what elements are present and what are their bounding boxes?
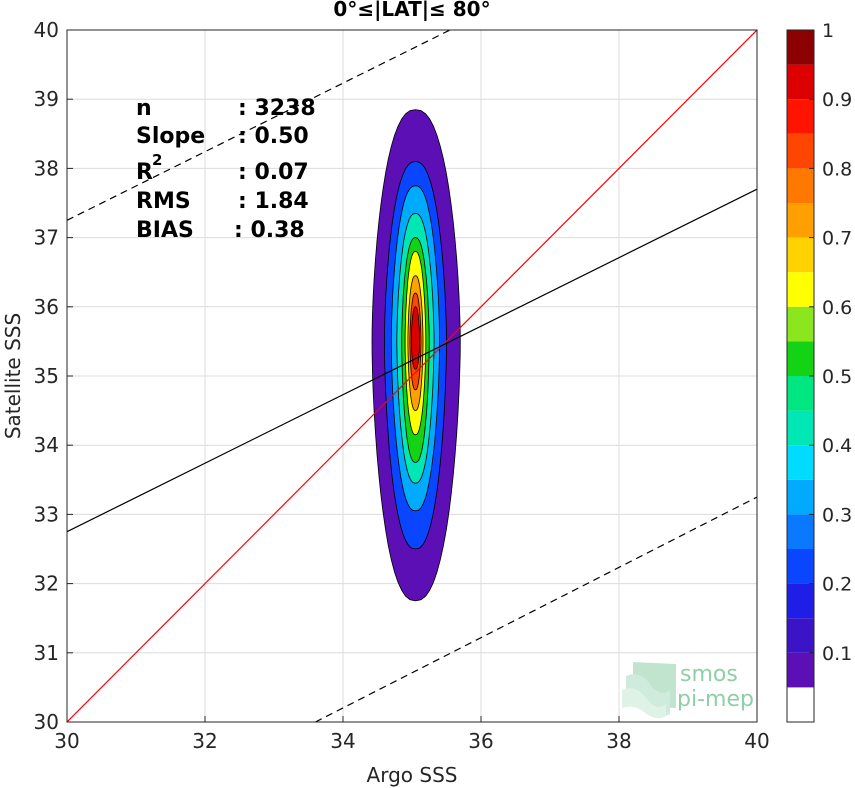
logo-text-smos: smos <box>680 662 738 687</box>
stat-slope-value: : 0.50 <box>238 124 309 149</box>
colorbar-tick-label: 0.4 <box>822 435 852 457</box>
stat-n-value: : 3238 <box>238 96 316 121</box>
colorbar-segment <box>787 410 814 446</box>
stat-n-label: n <box>136 96 152 121</box>
colorbar-tick-label: 0.7 <box>822 228 852 250</box>
y-tick-label: 34 <box>34 433 59 457</box>
one-to-one-line <box>67 30 757 722</box>
density-contours <box>371 109 461 602</box>
stat-rms-value: : 1.84 <box>238 189 309 214</box>
colorbar-segment <box>787 99 814 134</box>
y-tick-label: 35 <box>34 364 59 388</box>
stat-bias-label: BIAS <box>136 218 194 243</box>
colorbar-tick-label: 0.1 <box>822 643 852 665</box>
colorbar-segment <box>787 514 814 549</box>
reference-lines <box>67 30 757 722</box>
colorbar-segment <box>787 341 814 376</box>
x-tick-label: 38 <box>606 729 631 753</box>
colorbar-segment <box>787 583 814 619</box>
colorbar-segment <box>787 687 814 722</box>
colorbar-segment <box>787 203 814 238</box>
colorbar-ticks: 0.1 0.2 0.3 0.4 0.5 0.6 0.7 0.8 0.9 1 <box>809 20 852 665</box>
x-tick-label: 30 <box>54 729 79 753</box>
stat-r2-label: R <box>136 160 153 185</box>
y-tick-label: 33 <box>34 502 59 526</box>
colorbar-tick-label: 0.9 <box>822 89 852 111</box>
colorbar-segment <box>787 618 814 653</box>
colorbar-tick-label: 1 <box>822 20 834 42</box>
colorbar-segment <box>787 479 814 515</box>
x-axis-label: Argo SSS <box>367 763 458 787</box>
stat-r2-value: : 0.07 <box>238 160 309 185</box>
stat-slope-label: Slope <box>136 124 205 149</box>
regression-line <box>67 188 757 533</box>
density-contour-level <box>410 306 420 370</box>
colorbar-segment <box>787 445 814 480</box>
y-tick-label: 38 <box>34 156 59 180</box>
x-tick-label: 34 <box>330 729 355 753</box>
colorbar-segment <box>787 306 814 342</box>
colorbar-tick-label: 0.6 <box>822 297 852 319</box>
colorbar-tick-label: 0.3 <box>822 504 852 526</box>
colorbar-segment <box>787 168 814 203</box>
y-ticks: 30 31 32 33 34 35 36 37 38 39 40 <box>34 18 73 734</box>
y-tick-label: 30 <box>34 710 59 734</box>
y-tick-label: 37 <box>34 226 59 250</box>
stat-bias-value: : 0.38 <box>234 218 305 243</box>
y-tick-label: 39 <box>34 87 59 111</box>
colorbar-segment <box>787 376 814 411</box>
logo: smos pi-mep <box>622 662 754 719</box>
stat-r2-superscript: 2 <box>152 151 162 169</box>
colorbar-segment <box>787 237 814 273</box>
logo-text-pi-mep: pi-mep <box>677 687 754 712</box>
y-tick-label: 32 <box>34 572 59 596</box>
x-tick-label: 36 <box>468 729 493 753</box>
y-tick-label: 40 <box>34 18 59 42</box>
x-tick-label: 40 <box>744 729 769 753</box>
colorbar-tick-label: 0.2 <box>822 574 852 596</box>
stat-rms-label: RMS <box>136 189 191 214</box>
colorbar-segment <box>787 30 814 65</box>
y-axis-label: Satellite SSS <box>1 313 25 439</box>
colorbar-segment <box>787 133 814 169</box>
colorbar-tick-label: 0.5 <box>822 366 852 388</box>
colorbar-tick-label: 0.8 <box>822 158 852 180</box>
chart-title: 0°≤|LAT|≤ 80° <box>333 0 490 21</box>
x-tick-label: 32 <box>192 729 217 753</box>
colorbar <box>786 29 815 723</box>
colorbar-segment <box>787 272 814 307</box>
colorbar-segment <box>787 652 814 688</box>
lower-bound-line <box>315 496 757 722</box>
stats-box: n : 3238 Slope : 0.50 R 2 : 0.07 RMS : 1… <box>136 96 316 243</box>
y-tick-label: 36 <box>34 295 59 319</box>
colorbar-segment <box>787 64 814 100</box>
colorbar-segment <box>787 549 814 584</box>
logo-mark-icon <box>622 662 676 719</box>
x-ticks: 30 32 34 36 38 40 <box>54 716 770 753</box>
y-tick-label: 31 <box>34 641 59 665</box>
